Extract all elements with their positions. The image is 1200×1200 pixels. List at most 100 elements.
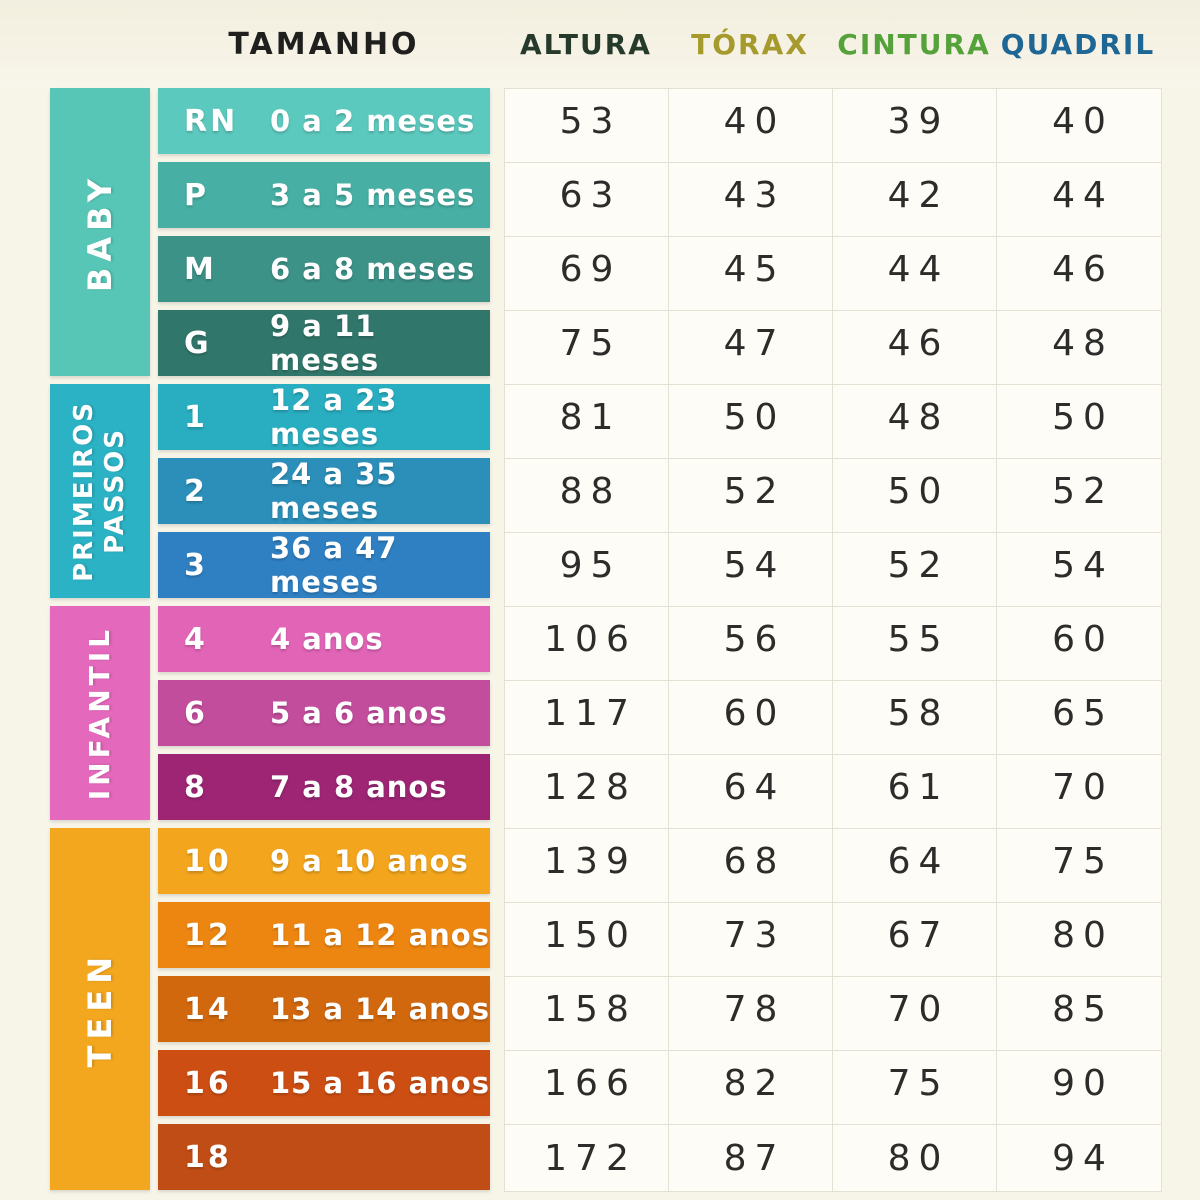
cell-altura-2: 88: [505, 459, 669, 533]
cell-quadril-2: 52: [997, 459, 1161, 533]
cell-torax-3: 54: [669, 533, 833, 607]
cell-quadril-12: 80: [997, 903, 1161, 977]
size-code: 12: [184, 917, 232, 953]
age-range: 9 a 10 anos: [270, 844, 469, 878]
size-code: P: [184, 177, 209, 213]
size-row-4: 4 4 anos: [158, 606, 490, 672]
cell-torax-6: 60: [669, 681, 833, 755]
cell-quadril-6: 65: [997, 681, 1161, 755]
cell-altura-14: 158: [505, 977, 669, 1051]
cell-torax-16: 82: [669, 1051, 833, 1125]
size-code: 3: [184, 547, 208, 583]
section-baby: BABY RN 0 a 2 meses P 3 a 5 meses M 6 a 8 mese…: [50, 88, 490, 377]
cell-altura-18: 172: [505, 1125, 669, 1191]
cell-cintura-1: 48: [833, 385, 997, 459]
size-rows-primeiros-passos: 1 12 a 23 meses 2 24 a 35 meses 3 36 a 47 mes…: [158, 383, 490, 599]
size-code: M: [184, 251, 217, 287]
age-range: 24 a 35 meses: [270, 457, 398, 525]
cell-torax-8: 64: [669, 755, 833, 829]
cell-cintura-g: 46: [833, 311, 997, 385]
size-code: 16: [184, 1065, 232, 1101]
size-row-3: 3 36 a 47 meses: [158, 531, 490, 599]
cell-altura-rn: 53: [505, 89, 669, 163]
cell-torax-2: 52: [669, 459, 833, 533]
size-code: 14: [184, 991, 232, 1027]
size-row-m: M 6 a 8 meses: [158, 236, 490, 302]
age-range: 36 a 47 meses: [270, 531, 398, 599]
size-rows-baby: RN 0 a 2 meses P 3 a 5 meses M 6 a 8 meses G 9 …: [158, 88, 490, 377]
cell-altura-8: 128: [505, 755, 669, 829]
cell-altura-4: 106: [505, 607, 669, 681]
size-row-6: 6 5 a 6 anos: [158, 680, 490, 746]
cell-torax-m: 45: [669, 237, 833, 311]
cell-cintura-18: 80: [833, 1125, 997, 1191]
age-range: 9 a 11 meses: [270, 309, 380, 377]
size-code: 10: [184, 843, 232, 879]
cell-quadril-1: 50: [997, 385, 1161, 459]
size-row-16: 16 15 a 16 anos: [158, 1050, 490, 1116]
cell-quadril-18: 94: [1052, 1137, 1114, 1179]
header-label-cintura: CINTURA: [837, 27, 991, 61]
cell-quadril-p: 44: [997, 163, 1161, 237]
age-range: 12 a 23 meses: [270, 383, 398, 451]
cell-altura-p: 63: [505, 163, 669, 237]
size-code: 8: [184, 769, 208, 805]
cell-quadril-10: 75: [997, 829, 1161, 903]
size-code: 2: [184, 473, 208, 509]
category-label-infantil: INFANTIL: [83, 625, 117, 801]
cell-altura-1: 81: [505, 385, 669, 459]
cell-quadril-16: 90: [997, 1051, 1161, 1125]
cell-cintura-rn: 39: [833, 89, 997, 163]
header-label-torax: TÓRAX: [691, 27, 809, 61]
column-gap: [490, 88, 504, 1198]
size-row-2: 2 24 a 35 meses: [158, 457, 490, 525]
header-label-tamanho: TAMANHO: [228, 26, 420, 62]
cell-torax-1: 50: [669, 385, 833, 459]
size-row-18: 18: [158, 1124, 490, 1190]
cell-torax-rn: 40: [669, 89, 833, 163]
age-range: 4 anos: [270, 622, 384, 656]
age-range: 15 a 16 anos: [270, 1066, 490, 1100]
cell-cintura-12: 67: [833, 903, 997, 977]
age-range: 11 a 12 anos: [270, 918, 490, 952]
cell-altura-6: 117: [505, 681, 669, 755]
category-label-primeiros-passos: PRIMEIROS PASSOS: [68, 400, 130, 582]
age-range: 3 a 5 meses: [270, 178, 476, 212]
size-code: 18: [184, 1139, 232, 1175]
cell-quadril-4: 60: [997, 607, 1161, 681]
category-band-teen: TEEN: [50, 828, 150, 1190]
cell-cintura-8: 61: [833, 755, 997, 829]
cell-quadril-8: 70: [997, 755, 1161, 829]
size-row-g: G 9 a 11 meses: [158, 309, 490, 377]
size-row-1: 1 12 a 23 meses: [158, 383, 490, 451]
header-label-altura: ALTURA: [520, 27, 652, 61]
category-label-teen: TEEN: [80, 950, 119, 1068]
cell-torax-4: 56: [669, 607, 833, 681]
size-chart-header: TAMANHO ALTURA TÓRAX CINTURA QUADRIL: [0, 0, 1200, 88]
age-range: 7 a 8 anos: [270, 770, 448, 804]
section-infantil: INFANTIL 4 4 anos 6 5 a 6 anos 8 7 a 8 anos: [50, 606, 490, 820]
cell-cintura-16: 75: [833, 1051, 997, 1125]
age-range: 13 a 14 anos: [270, 992, 490, 1026]
size-row-12: 12 11 a 12 anos: [158, 902, 490, 968]
cell-torax-14: 78: [669, 977, 833, 1051]
cell-altura-m: 69: [505, 237, 669, 311]
size-row-8: 8 7 a 8 anos: [158, 754, 490, 820]
measurements-grid: 53 40 39 40 63 43 42 44 69 45 44 46 75 47 46 48 81 50 48 50…: [504, 88, 1162, 1192]
size-row-rn: RN 0 a 2 meses: [158, 88, 490, 154]
cell-torax-18: 87: [669, 1125, 833, 1191]
cell-altura-10: 139: [505, 829, 669, 903]
cell-altura-12: 150: [505, 903, 669, 977]
cell-quadril-14: 85: [997, 977, 1161, 1051]
cell-altura-3: 95: [505, 533, 669, 607]
section-teen: TEEN 10 9 a 10 anos 12 11 a 12 anos 14 13 a 14…: [50, 828, 490, 1190]
age-range: 5 a 6 anos: [270, 696, 448, 730]
cell-cintura-10: 64: [833, 829, 997, 903]
cell-cintura-4: 55: [833, 607, 997, 681]
size-code: 6: [184, 695, 208, 731]
category-band-infantil: INFANTIL: [50, 606, 150, 820]
category-band-baby: BABY: [50, 88, 150, 376]
cell-cintura-p: 42: [833, 163, 997, 237]
cell-cintura-6: 58: [833, 681, 997, 755]
